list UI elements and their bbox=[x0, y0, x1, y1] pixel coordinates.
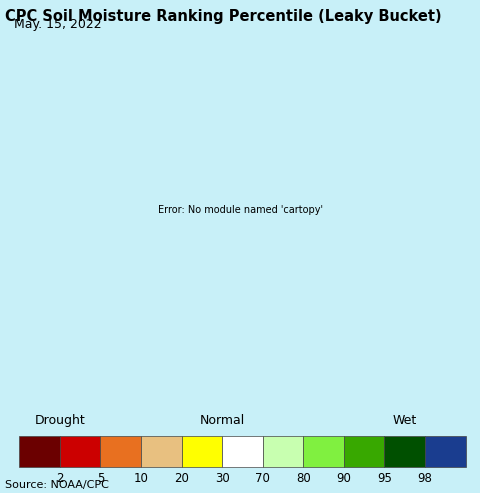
Text: 90: 90 bbox=[336, 472, 351, 485]
Bar bbox=[141, 436, 181, 467]
Bar bbox=[100, 436, 141, 467]
Text: 5: 5 bbox=[96, 472, 104, 485]
Text: Error: No module named 'cartopy': Error: No module named 'cartopy' bbox=[157, 205, 323, 214]
Text: 80: 80 bbox=[296, 472, 311, 485]
Bar bbox=[60, 436, 100, 467]
Text: 30: 30 bbox=[215, 472, 229, 485]
Text: Normal: Normal bbox=[200, 415, 245, 427]
Bar bbox=[263, 436, 303, 467]
Text: CPC Soil Moisture Ranking Percentile (Leaky Bucket): CPC Soil Moisture Ranking Percentile (Le… bbox=[5, 9, 442, 24]
Bar bbox=[222, 436, 263, 467]
Bar bbox=[425, 436, 466, 467]
Text: 10: 10 bbox=[133, 472, 148, 485]
Text: Drought: Drought bbox=[35, 415, 85, 427]
Text: May. 15, 2022: May. 15, 2022 bbox=[14, 18, 102, 31]
Text: 95: 95 bbox=[377, 472, 392, 485]
Bar bbox=[384, 436, 425, 467]
Text: 98: 98 bbox=[418, 472, 432, 485]
Bar bbox=[181, 436, 222, 467]
Text: 2: 2 bbox=[56, 472, 63, 485]
Bar bbox=[344, 436, 384, 467]
Bar bbox=[303, 436, 344, 467]
Text: Source: NOAA/CPC: Source: NOAA/CPC bbox=[5, 480, 108, 490]
Text: 70: 70 bbox=[255, 472, 270, 485]
Text: 20: 20 bbox=[174, 472, 189, 485]
Text: Wet: Wet bbox=[393, 415, 417, 427]
Bar bbox=[19, 436, 60, 467]
